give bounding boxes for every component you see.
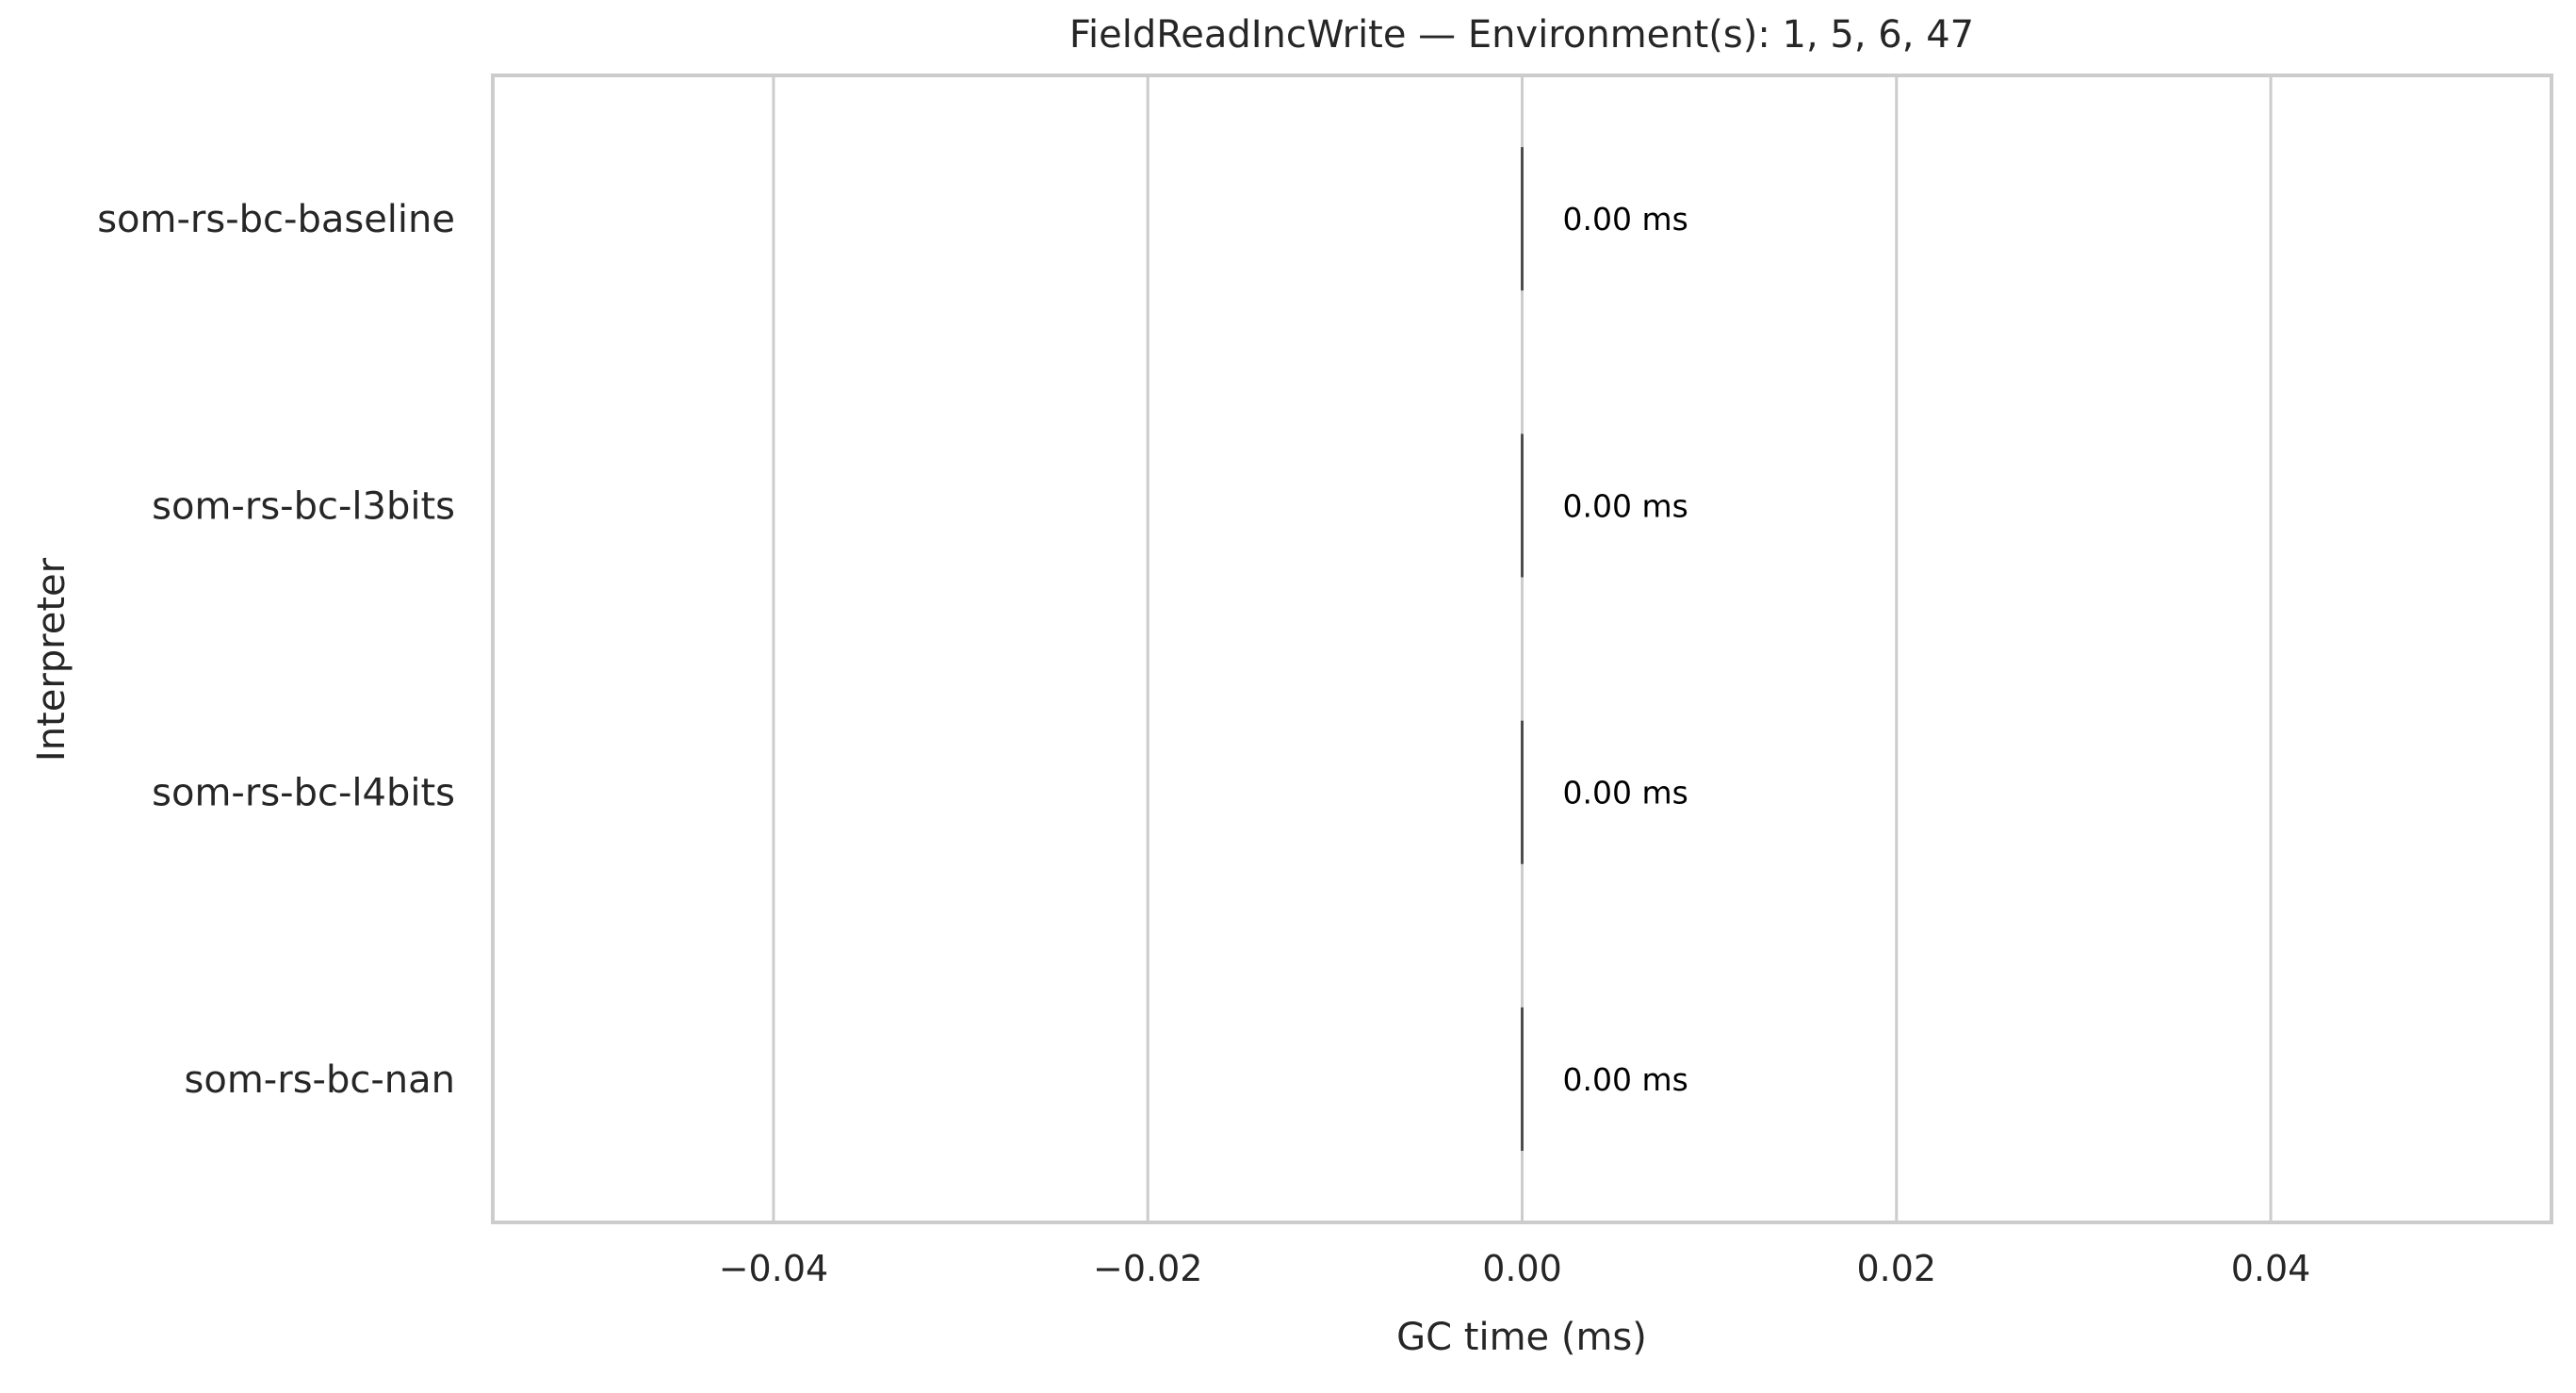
x-tick-label: −0.02 — [1093, 1248, 1202, 1289]
y-tick-label: som-rs-bc-l4bits — [152, 772, 455, 815]
x-tick-label: −0.04 — [719, 1248, 828, 1289]
data-label: 0.00 ms — [1563, 1061, 1688, 1098]
data-label: 0.00 ms — [1563, 775, 1688, 811]
chart-title: FieldReadIncWrite — Environment(s): 1, 5… — [1069, 13, 1974, 57]
data-label: 0.00 ms — [1563, 201, 1688, 238]
x-tick-label: 0.02 — [1856, 1248, 1936, 1289]
y-tick-label: som-rs-bc-baseline — [97, 198, 455, 241]
y-axis-label: Interpreter — [30, 557, 73, 762]
y-tick-label: som-rs-bc-nan — [185, 1058, 455, 1102]
y-tick-label: som-rs-bc-l3bits — [152, 484, 455, 528]
x-axis-label: GC time (ms) — [1396, 1316, 1647, 1359]
data-label: 0.00 ms — [1563, 487, 1688, 524]
x-tick-label: 0.04 — [2231, 1248, 2311, 1289]
x-tick-label: 0.00 — [1482, 1248, 1562, 1289]
